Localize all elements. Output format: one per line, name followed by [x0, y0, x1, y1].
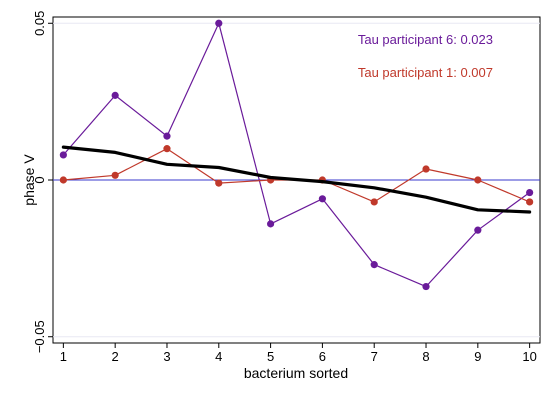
series-0-point [526, 188, 534, 197]
series-0-point [215, 19, 223, 27]
x-tick-label: 5 [267, 349, 274, 364]
series-0-point [474, 226, 482, 234]
series-0-point [163, 132, 171, 140]
series-0-point [318, 195, 327, 203]
y-tick-label: −0.05 [32, 320, 47, 353]
x-tick-label: 1 [60, 349, 67, 364]
y-tick-label: 0.05 [32, 11, 47, 36]
series-1-point [111, 171, 119, 179]
tau-annotation: Tau participant 1: 0.007 [358, 65, 493, 80]
x-tick-label: 2 [112, 349, 119, 364]
x-tick-label: 9 [474, 349, 481, 364]
series-0-point [266, 220, 275, 228]
x-tick-label: 4 [215, 349, 222, 364]
series-1-point [474, 176, 482, 184]
x-tick-label: 8 [422, 349, 429, 364]
y-tick-label: 0 [32, 176, 47, 183]
series-line-0 [62, 22, 531, 288]
series-1-point [59, 176, 67, 184]
series-line-2 [61, 145, 532, 214]
x-tick-label: 6 [319, 349, 326, 364]
x-axis-label: bacterium sorted [244, 365, 348, 381]
y-axis-label: phase V [21, 154, 37, 206]
series-1-point [370, 198, 378, 206]
series-0-point [422, 282, 430, 291]
series-0-point [111, 91, 119, 99]
series-1-point [163, 145, 171, 153]
series-1-point [422, 165, 430, 173]
tau-annotation: Tau participant 6: 0.023 [358, 32, 493, 47]
x-tick-label: 10 [522, 349, 536, 364]
series-0-point [370, 261, 378, 269]
x-tick-label: 7 [371, 349, 378, 364]
x-tick-label: 3 [163, 349, 170, 364]
series-1-point [215, 179, 223, 187]
series-0-point [59, 151, 67, 159]
series-1-point [526, 198, 534, 206]
